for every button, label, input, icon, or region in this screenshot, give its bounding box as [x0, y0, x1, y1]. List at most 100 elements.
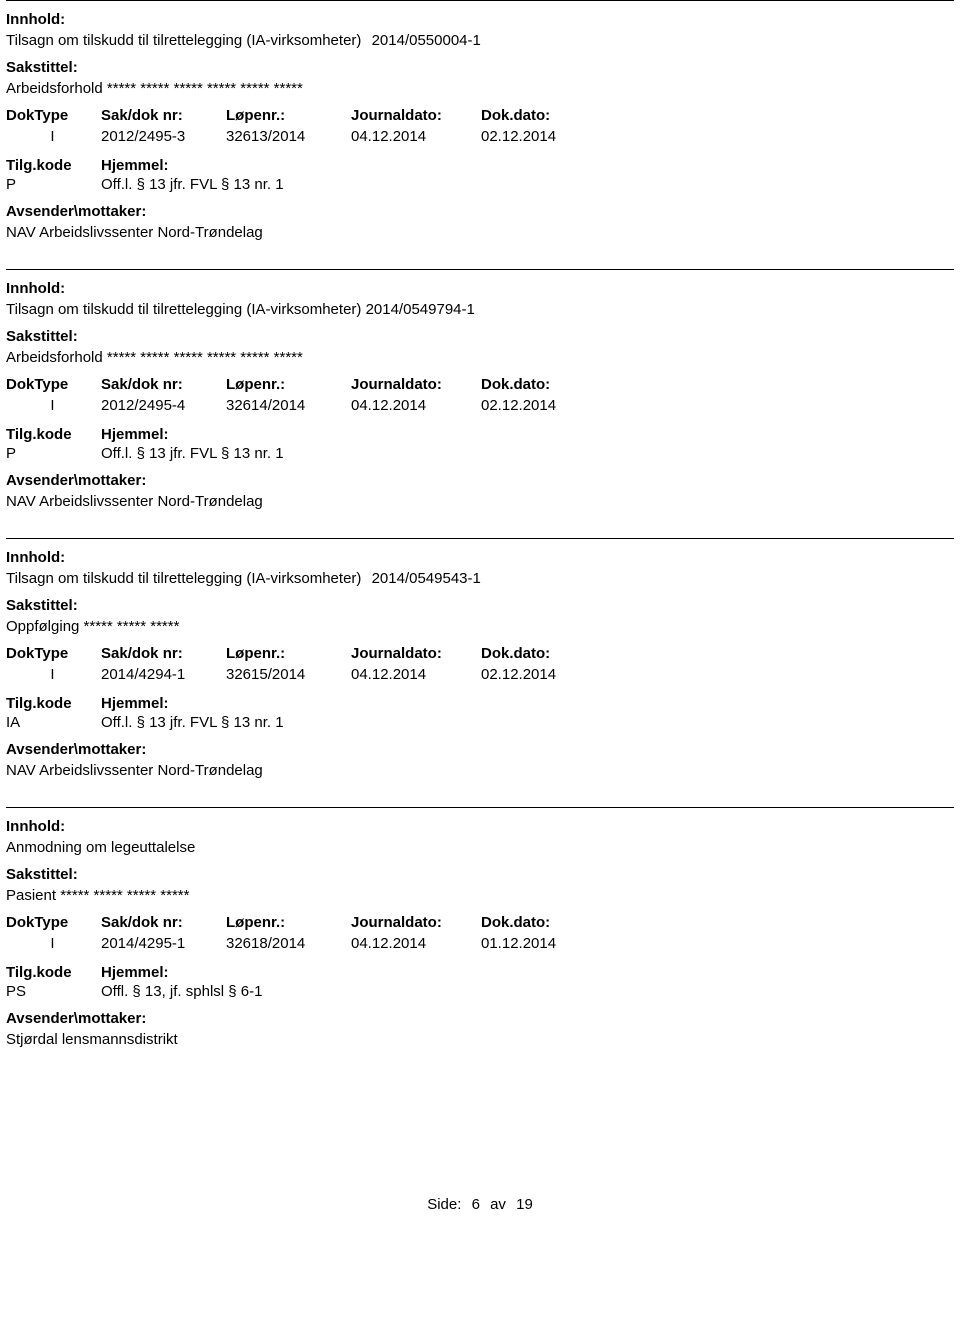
columns-header: DokType Sak/dok nr: Løpenr.: Journaldato…	[6, 376, 954, 393]
journal-entry: Innhold: Tilsagn om tilskudd til tilrett…	[6, 0, 954, 269]
innhold-label: Innhold:	[6, 11, 954, 28]
dokdato-header: Dok.dato:	[481, 107, 611, 124]
innhold-value: Tilsagn om tilskudd til tilrettelegging …	[6, 570, 954, 587]
tilg-header: Tilg.kode Hjemmel:	[6, 964, 954, 981]
avsender-label: Avsender\mottaker:	[6, 203, 954, 220]
doktype-value: I	[6, 128, 101, 145]
innhold-value: Tilsagn om tilskudd til tilrettelegging …	[6, 32, 954, 49]
doktype-header: DokType	[6, 107, 101, 124]
tilgkode-value: P	[6, 176, 101, 193]
lopenr-header: Løpenr.:	[226, 914, 351, 931]
doktype-header: DokType	[6, 376, 101, 393]
dokdato-header: Dok.dato:	[481, 914, 611, 931]
journal-entry: Innhold: Anmodning om legeuttalelse Saks…	[6, 807, 954, 1076]
sakdok-value: 2012/2495-3	[101, 128, 226, 145]
journaldato-header: Journaldato:	[351, 376, 481, 393]
lopenr-value: 32613/2014	[226, 128, 351, 145]
hjemmel-header: Hjemmel:	[101, 157, 169, 174]
entries-list: Innhold: Tilsagn om tilskudd til tilrett…	[6, 0, 954, 1076]
hjemmel-value: Offl. § 13, jf. sphlsl § 6-1	[101, 983, 262, 1000]
journaldato-value: 04.12.2014	[351, 935, 481, 952]
hjemmel-value: Off.l. § 13 jfr. FVL § 13 nr. 1	[101, 714, 284, 731]
columns-values: I 2012/2495-3 32613/2014 04.12.2014 02.1…	[6, 128, 954, 145]
tilg-header: Tilg.kode Hjemmel:	[6, 157, 954, 174]
tilg-values: PS Offl. § 13, jf. sphlsl § 6-1	[6, 983, 954, 1000]
tilgkode-header: Tilg.kode	[6, 964, 101, 981]
sakstittel-label: Sakstittel:	[6, 597, 954, 614]
hjemmel-value: Off.l. § 13 jfr. FVL § 13 nr. 1	[101, 176, 284, 193]
journaldato-header: Journaldato:	[351, 914, 481, 931]
journaldato-header: Journaldato:	[351, 107, 481, 124]
avsender-label: Avsender\mottaker:	[6, 472, 954, 489]
sakdok-header: Sak/dok nr:	[101, 645, 226, 662]
avsender-label: Avsender\mottaker:	[6, 741, 954, 758]
tilgkode-value: IA	[6, 714, 101, 731]
tilgkode-header: Tilg.kode	[6, 157, 101, 174]
hjemmel-header: Hjemmel:	[101, 426, 169, 443]
columns-values: I 2012/2495-4 32614/2014 04.12.2014 02.1…	[6, 397, 954, 414]
columns-header: DokType Sak/dok nr: Løpenr.: Journaldato…	[6, 107, 954, 124]
lopenr-value: 32614/2014	[226, 397, 351, 414]
sakstittel-label: Sakstittel:	[6, 866, 954, 883]
tilgkode-header: Tilg.kode	[6, 695, 101, 712]
sakdok-header: Sak/dok nr:	[101, 107, 226, 124]
sakstittel-value: Arbeidsforhold ***** ***** ***** ***** *…	[6, 349, 954, 366]
journaldato-header: Journaldato:	[351, 645, 481, 662]
columns-values: I 2014/4295-1 32618/2014 04.12.2014 01.1…	[6, 935, 954, 952]
columns-values: I 2014/4294-1 32615/2014 04.12.2014 02.1…	[6, 666, 954, 683]
columns-header: DokType Sak/dok nr: Løpenr.: Journaldato…	[6, 914, 954, 931]
innhold-label: Innhold:	[6, 818, 954, 835]
lopenr-value: 32615/2014	[226, 666, 351, 683]
journaldato-value: 04.12.2014	[351, 397, 481, 414]
columns-header: DokType Sak/dok nr: Løpenr.: Journaldato…	[6, 645, 954, 662]
avsender-label: Avsender\mottaker:	[6, 1010, 954, 1027]
avsender-value: NAV Arbeidslivssenter Nord-Trøndelag	[6, 493, 954, 510]
tilgkode-value: P	[6, 445, 101, 462]
journaldato-value: 04.12.2014	[351, 128, 481, 145]
sakdok-value: 2014/4294-1	[101, 666, 226, 683]
sakstittel-value: Pasient ***** ***** ***** *****	[6, 887, 954, 904]
tilg-values: P Off.l. § 13 jfr. FVL § 13 nr. 1	[6, 176, 954, 193]
dokdato-value: 01.12.2014	[481, 935, 611, 952]
dokdato-value: 02.12.2014	[481, 128, 611, 145]
lopenr-header: Løpenr.:	[226, 376, 351, 393]
journal-entry: Innhold: Tilsagn om tilskudd til tilrett…	[6, 269, 954, 538]
innhold-label: Innhold:	[6, 549, 954, 566]
tilg-header: Tilg.kode Hjemmel:	[6, 695, 954, 712]
page-total: 19	[516, 1196, 533, 1213]
journaldato-value: 04.12.2014	[351, 666, 481, 683]
tilg-values: IA Off.l. § 13 jfr. FVL § 13 nr. 1	[6, 714, 954, 731]
sakdok-header: Sak/dok nr:	[101, 914, 226, 931]
innhold-label: Innhold:	[6, 280, 954, 297]
doktype-header: DokType	[6, 645, 101, 662]
sakstittel-label: Sakstittel:	[6, 59, 954, 76]
doktype-value: I	[6, 935, 101, 952]
avsender-value: Stjørdal lensmannsdistrikt	[6, 1031, 954, 1048]
hjemmel-header: Hjemmel:	[101, 964, 169, 981]
sakstittel-value: Arbeidsforhold ***** ***** ***** ***** *…	[6, 80, 954, 97]
hjemmel-header: Hjemmel:	[101, 695, 169, 712]
tilgkode-header: Tilg.kode	[6, 426, 101, 443]
lopenr-header: Løpenr.:	[226, 107, 351, 124]
doktype-header: DokType	[6, 914, 101, 931]
sakdok-value: 2014/4295-1	[101, 935, 226, 952]
avsender-value: NAV Arbeidslivssenter Nord-Trøndelag	[6, 224, 954, 241]
dokdato-value: 02.12.2014	[481, 397, 611, 414]
page-current: 6	[472, 1196, 480, 1213]
doktype-value: I	[6, 397, 101, 414]
avsender-value: NAV Arbeidslivssenter Nord-Trøndelag	[6, 762, 954, 779]
lopenr-header: Løpenr.:	[226, 645, 351, 662]
page-footer: Side: 6 av 19	[6, 1196, 954, 1233]
dokdato-value: 02.12.2014	[481, 666, 611, 683]
dokdato-header: Dok.dato:	[481, 376, 611, 393]
hjemmel-value: Off.l. § 13 jfr. FVL § 13 nr. 1	[101, 445, 284, 462]
journal-entry: Innhold: Tilsagn om tilskudd til tilrett…	[6, 538, 954, 807]
sakdok-header: Sak/dok nr:	[101, 376, 226, 393]
tilg-values: P Off.l. § 13 jfr. FVL § 13 nr. 1	[6, 445, 954, 462]
doktype-value: I	[6, 666, 101, 683]
side-label: Side:	[427, 1196, 461, 1213]
dokdato-header: Dok.dato:	[481, 645, 611, 662]
innhold-value: Anmodning om legeuttalelse	[6, 839, 954, 856]
sakdok-value: 2012/2495-4	[101, 397, 226, 414]
tilgkode-value: PS	[6, 983, 101, 1000]
